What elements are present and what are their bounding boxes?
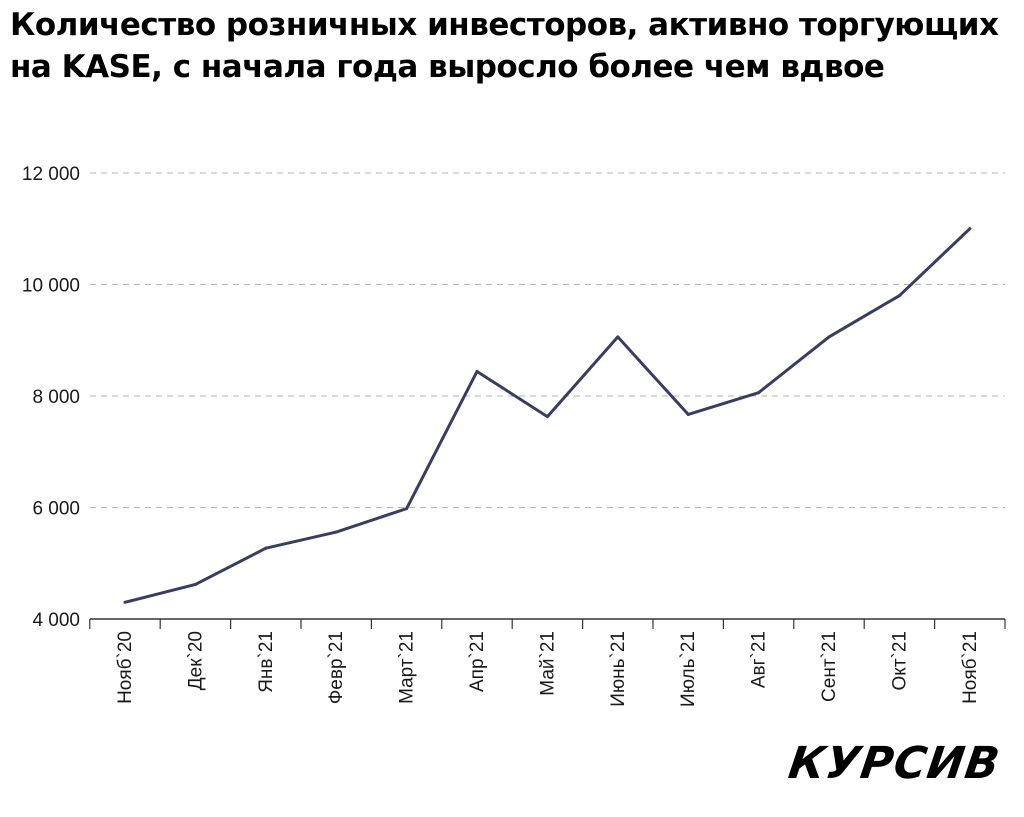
kursiv-logo: КУРСИВ [785, 738, 1004, 789]
y-axis-tick-labels: 4 000 6 000 8 000 10 000 12 000 [22, 164, 80, 631]
x-tick-label: Июль`21 [678, 631, 699, 707]
x-tick-label: Окт`21 [889, 631, 910, 690]
x-tick-label: Нояб`21 [960, 631, 981, 704]
y-tick-label: 8 000 [32, 387, 80, 408]
x-tick-label: Май`21 [537, 631, 558, 696]
x-tick-label: Сент`21 [819, 631, 840, 702]
grid-lines [90, 172, 1005, 508]
x-axis-tick-labels: Нояб`20 Дек`20 Янв`21 Февр`21 Март`21 Апр`21 М… [115, 631, 981, 707]
data-point [897, 294, 901, 298]
chart-title: Количество розничных инвесторов, активно… [10, 7, 999, 85]
data-point [123, 600, 127, 604]
data-point [475, 369, 479, 373]
x-tick-label: Июнь`21 [608, 631, 629, 707]
y-tick-label: 6 000 [32, 499, 80, 520]
data-point [616, 335, 620, 339]
data-point [334, 530, 338, 534]
data-point [968, 227, 972, 231]
y-tick-label: 4 000 [32, 610, 80, 631]
x-tick-label: Янв`21 [256, 631, 277, 693]
y-tick-label: 10 000 [22, 276, 80, 297]
y-tick-label: 12 000 [22, 164, 80, 185]
data-point [193, 582, 197, 586]
data-point [264, 546, 268, 550]
x-tick-label: Февр`21 [326, 631, 347, 704]
data-point [405, 507, 409, 511]
x-tick-label: Дек`20 [185, 631, 206, 690]
data-point [686, 412, 690, 416]
data-point [545, 415, 549, 419]
x-tick-label: Апр`21 [467, 631, 488, 692]
data-point [757, 391, 761, 395]
x-tick-label: Авг`21 [749, 631, 770, 688]
x-tick-label: Март`21 [397, 631, 418, 704]
series-layer [123, 227, 972, 604]
x-tick-label: Нояб`20 [115, 631, 136, 704]
data-point [827, 335, 831, 339]
x-axis [89, 618, 1006, 629]
